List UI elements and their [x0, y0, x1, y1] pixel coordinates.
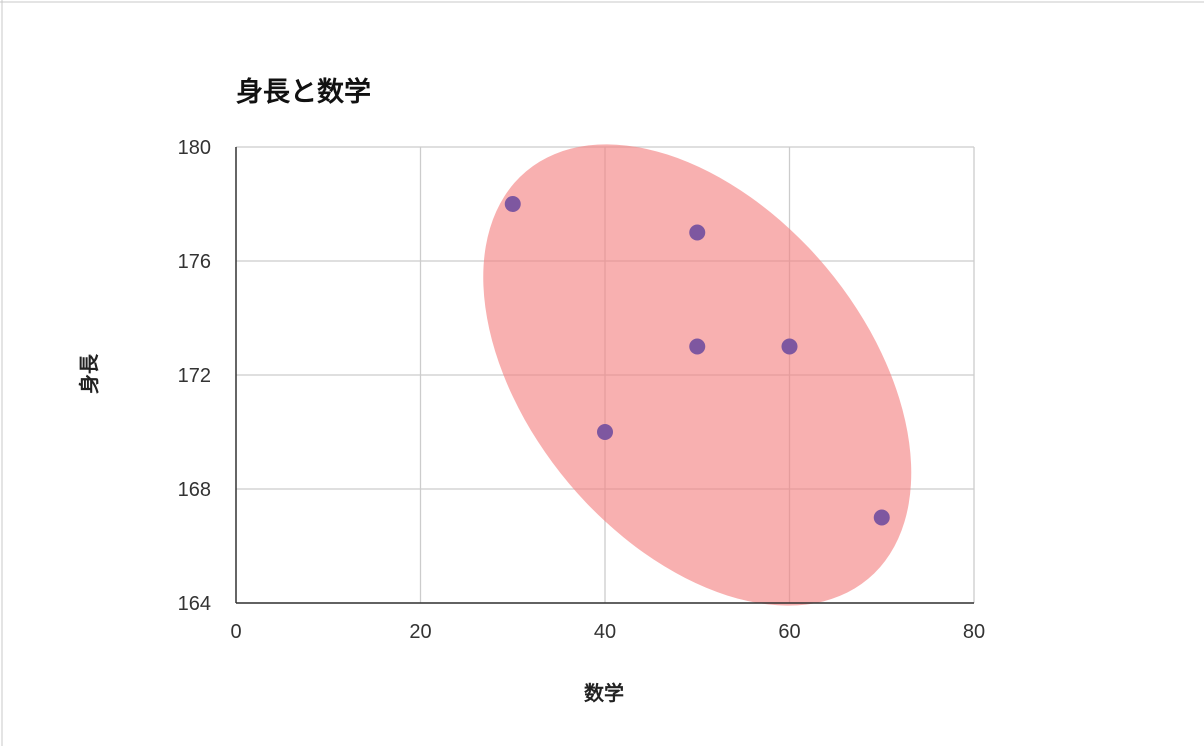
data-point: [597, 424, 613, 440]
x-tick-label: 60: [778, 621, 800, 643]
data-point: [873, 509, 890, 526]
data-point: [689, 338, 706, 355]
data-point: [504, 196, 521, 212]
tick-labels: 0 20 40 60 80 164 168 172 176 180: [178, 137, 986, 643]
axes: [235, 147, 974, 604]
annotation-layer: [483, 144, 912, 606]
chart-title: 身長と数学: [236, 76, 371, 108]
y-tick-label: 172: [178, 365, 211, 387]
data-point: [689, 224, 706, 241]
x-tick-label: 80: [963, 621, 985, 643]
x-tick-label: 20: [409, 621, 431, 643]
x-tick-label: 0: [230, 621, 241, 643]
x-axis-title: 数学: [584, 681, 624, 705]
highlight-ellipse: [483, 144, 912, 606]
data-point: [781, 338, 798, 355]
y-tick-label: 164: [178, 593, 211, 615]
y-tick-label: 180: [178, 137, 211, 159]
y-tick-label: 168: [178, 479, 211, 501]
y-axis-title: 身長: [77, 353, 101, 394]
y-tick-label: 176: [178, 251, 211, 273]
data-points: [504, 196, 890, 526]
x-tick-label: 40: [594, 621, 616, 643]
